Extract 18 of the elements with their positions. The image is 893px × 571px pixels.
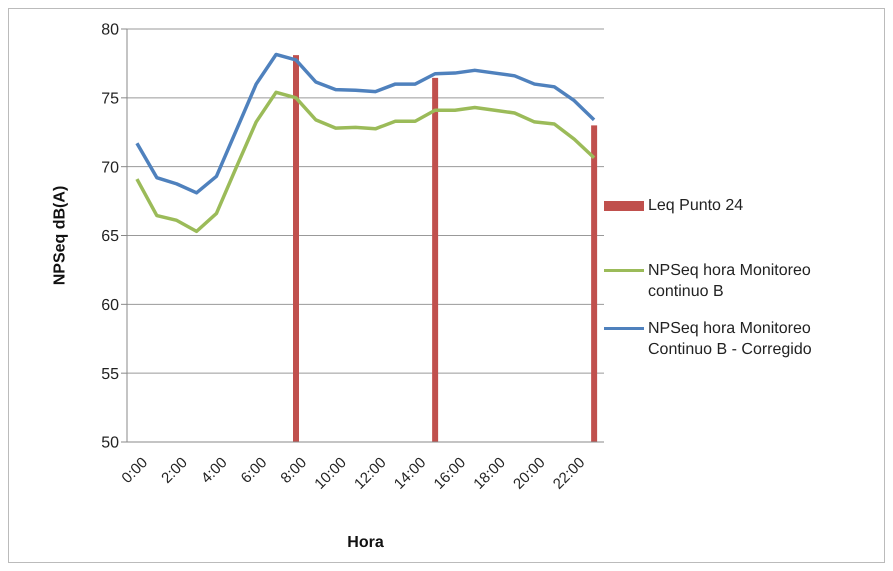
x-tick-label: 4:00 — [198, 454, 231, 487]
legend-label: NPSeq hora Monitoreo continuo B — [648, 261, 812, 302]
line-series — [135, 90, 596, 234]
y-tick-label: 65 — [101, 228, 120, 246]
line-series — [135, 52, 596, 195]
y-tick-label: 70 — [101, 159, 120, 176]
legend-label: Leq Punto 24 — [648, 196, 744, 216]
legend-label: NPSeq hora Monitoreo Continuo B - Corregido — [648, 319, 813, 360]
y-tick-label: 50 — [101, 434, 120, 452]
y-tick-label: 80 — [101, 22, 120, 39]
y-tick-label: 75 — [101, 90, 120, 108]
x-tick-label: 0:00 — [118, 454, 152, 487]
x-tick-label: 8:00 — [277, 454, 310, 487]
x-axis-title: Hora — [347, 534, 384, 551]
y-axis-title: NPSeq dB(A) — [52, 186, 69, 286]
y-tick-label: 55 — [101, 366, 120, 383]
y-tick-label: 60 — [101, 297, 120, 314]
x-tick-label: 6:00 — [238, 454, 270, 487]
